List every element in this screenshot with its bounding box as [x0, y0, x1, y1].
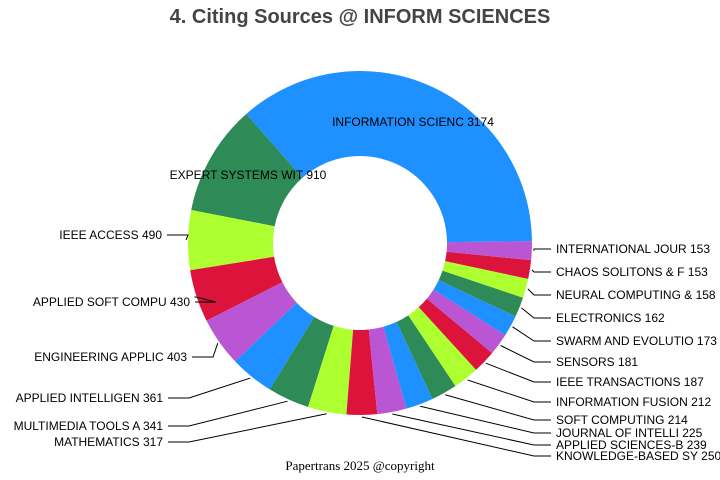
slice-applied-sciences-b [368, 326, 407, 415]
slice-ieee-access [188, 209, 275, 271]
slice-information-fusion [408, 307, 477, 387]
leader-line [168, 377, 251, 399]
slice-mathematics [308, 325, 354, 415]
slice-label: MULTIMEDIA TOOLS A 341 [14, 419, 164, 433]
leader-line [527, 288, 551, 296]
slice-sensors [426, 289, 506, 354]
leader-line [420, 405, 551, 434]
slice-label: INTERNATIONAL JOUR 153 [556, 242, 710, 256]
slice-label: IEEE ACCESS 490 [59, 228, 162, 242]
slice-label: SOFT COMPUTING 214 [556, 413, 688, 427]
slice-knowledge-based-sy [346, 329, 378, 415]
leader-line [533, 248, 551, 251]
slice-label: INFORMATION SCIENC 3174 [332, 115, 494, 129]
slice-label: NEURAL COMPUTING & 158 [556, 288, 716, 302]
slice-label: ELECTRONICS 162 [556, 311, 665, 325]
slice-soft-computing [396, 315, 456, 400]
slice-international-jour [446, 241, 533, 261]
slice-label: EXPERT SYSTEMS WIT 910 [170, 168, 327, 182]
slice-label: APPLIED SCIENCES-B 239 [556, 438, 707, 452]
leader-line [192, 343, 219, 358]
slice-ieee-transactions [418, 298, 493, 370]
leader-line [361, 416, 551, 457]
leader-line [167, 234, 189, 241]
slice-swarm-and-evolutio [433, 280, 516, 336]
slice-label: ENGINEERING APPLIC 403 [34, 350, 187, 364]
slice-label: JOURNAL OF INTELLI 225 [556, 426, 703, 440]
leader-line [445, 394, 551, 421]
slice-label: APPLIED SOFT COMPU 430 [33, 295, 190, 309]
slice-label: IEEE TRANSACTIONS 187 [556, 375, 704, 389]
slice-label: INFORMATION FUSION 212 [556, 395, 711, 409]
slice-electronics [438, 270, 524, 317]
slice-applied-soft-compu [190, 256, 283, 321]
leader-line [521, 307, 551, 319]
slice-label: CHAOS SOLITONS & F 153 [556, 265, 708, 279]
copyright-footer: Papertrans 2025 @copyright [285, 458, 435, 473]
slice-label: MATHEMATICS 317 [54, 435, 163, 449]
slice-chaos-solitons-f [445, 251, 532, 279]
slice-applied-intelligen [235, 302, 315, 390]
leader-line [194, 296, 217, 303]
leader-line [485, 362, 551, 383]
leader-line [512, 326, 551, 342]
slice-expert-systems-wit [191, 114, 303, 227]
slice-label: APPLIED INTELLIGEN 361 [16, 391, 164, 405]
slice-journal-of-intelli [383, 321, 433, 409]
slice-label: KNOWLEDGE-BASED SY 250 [556, 449, 720, 463]
slice-multimedia-tools-a [269, 317, 334, 407]
slice-information-scienc [246, 70, 532, 243]
leader-line [392, 413, 551, 446]
leader-line [531, 269, 551, 273]
leader-line [500, 345, 551, 363]
slice-label: SENSORS 181 [556, 355, 638, 369]
leader-line [168, 413, 327, 443]
leader-line [168, 400, 288, 427]
slice-neural-computing- [442, 261, 529, 298]
slice-label: SWARM AND EVOLUTIO 173 [556, 334, 717, 348]
slice-engineering-applic [206, 282, 297, 362]
chart-title: 4. Citing Sources @ INFORM SCIENCES [169, 6, 551, 28]
leader-line [467, 379, 551, 403]
